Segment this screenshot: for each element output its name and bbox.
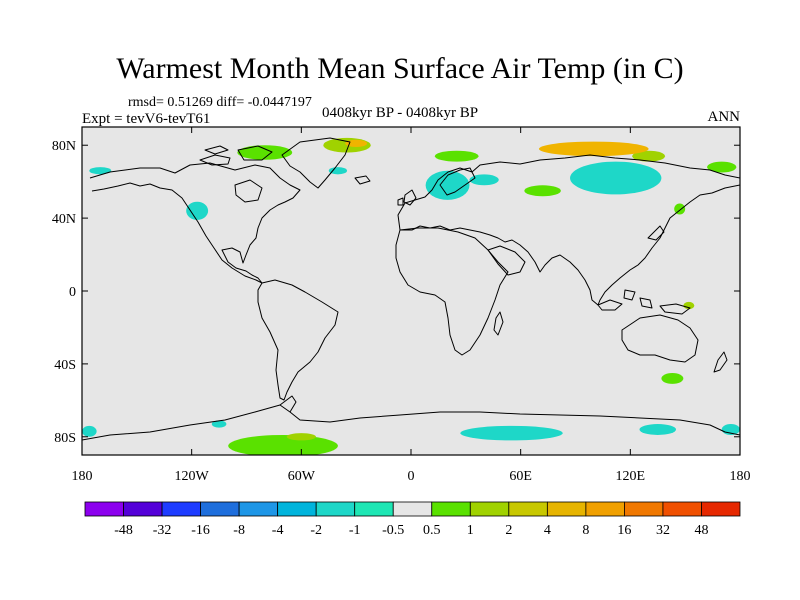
lat-label-4: 80S [54, 431, 76, 446]
colorbar-swatch-15 [662, 501, 702, 517]
season-label: ANN [707, 109, 741, 125]
coastline-eurasia [397, 154, 740, 306]
colorbar: -48 -32 -16 -8 -4 -2 -1 -0.5 0.5 1 2 4 8 16 32 48 [84, 501, 741, 538]
colorbar-label-5: -2 [310, 523, 322, 538]
anomaly-patch-22 [82, 425, 97, 437]
experiment-label: Expt = tevV6-tevT61 [82, 111, 211, 127]
colorbar-label-10: 2 [505, 523, 512, 538]
colorbar-label-11: 4 [544, 523, 551, 538]
colorbar-label-15: 48 [694, 523, 708, 538]
colorbar-swatch-12 [546, 501, 587, 517]
map-axes: 80N 40N 0 40S 80S 180 120W 60W 0 60E 120E 180 [52, 127, 751, 484]
coastline-south-america [257, 279, 339, 401]
anomaly-patch-11 [707, 161, 737, 173]
lat-label-0: 80N [52, 139, 76, 154]
colorbar-label-3: -8 [233, 523, 245, 538]
coastline-new-zealand [713, 351, 728, 373]
lat-label-3: 40S [54, 358, 76, 373]
coastline-arabia [487, 245, 526, 276]
colorbar-swatch-10 [469, 501, 510, 517]
coastline-se-asia-islands [597, 289, 691, 315]
colorbar-label-4: -4 [272, 523, 284, 538]
anomaly-patch-8 [237, 145, 293, 160]
coastline-antarctic-peninsula [279, 395, 297, 413]
period-label: 0408kyr BP - 0408kyr BP [322, 105, 479, 121]
coastline-iceland [354, 175, 371, 185]
coastline-madagascar [493, 311, 504, 336]
coastline-greenland [281, 137, 351, 189]
coastline-japan [647, 225, 665, 241]
colorbar-swatch-8 [392, 501, 433, 517]
colorbar-swatch-6 [315, 501, 356, 517]
colorbar-swatch-9 [431, 501, 471, 517]
colorbar-label-13: 16 [617, 523, 631, 538]
anomaly-patch-17 [228, 434, 338, 455]
lon-label-4: 60E [509, 469, 532, 484]
anomaly-patch-14 [661, 373, 684, 384]
lat-label-1: 40N [52, 212, 76, 227]
lon-label-5: 120E [616, 469, 646, 484]
colorbar-swatch-2 [161, 501, 201, 517]
anomaly-patch-18 [286, 433, 316, 441]
coastline-hudson-bay [234, 179, 263, 203]
colorbar-label-7: -0.5 [382, 523, 404, 538]
coastline-north-america [89, 162, 301, 284]
lon-label-3: 0 [408, 469, 415, 484]
anomaly-patch-0 [632, 150, 666, 162]
anomaly-patch-9 [186, 201, 209, 220]
anomaly-patch-20 [639, 424, 677, 435]
colorbar-label-12: 8 [582, 523, 589, 538]
anomaly-patch-10 [328, 167, 348, 175]
coastline-scandinavia [439, 167, 476, 196]
colorbar-label-8: 0.5 [423, 523, 441, 538]
lon-label-1: 120W [175, 469, 210, 484]
coastline-arctic-islands [199, 145, 273, 166]
colorbar-swatch-16 [701, 501, 741, 517]
anomaly-patch-13 [469, 174, 499, 186]
colorbar-swatch-4 [238, 501, 279, 517]
anomaly-patch-12 [89, 167, 112, 175]
lon-label-2: 60W [288, 469, 316, 484]
anomaly-patch-23 [211, 420, 227, 428]
colorbar-label-6: -1 [349, 523, 361, 538]
anomaly-patch-4 [425, 170, 470, 200]
colorbar-swatch-0 [84, 501, 124, 517]
stats-text: rmsd= 0.51269 diff= -0.0447197 [128, 95, 312, 110]
lat-label-2: 0 [69, 285, 76, 300]
colorbar-swatch-11 [508, 501, 548, 517]
colorbar-swatch-5 [277, 501, 317, 517]
coastline-africa [395, 227, 509, 356]
anomaly-patch-1 [538, 141, 649, 157]
colorbar-swatch-13 [585, 501, 625, 517]
coastline-australia [621, 314, 699, 363]
map-title: Warmest Month Mean Surface Air Temp (in … [116, 52, 684, 85]
lon-label-0: 180 [72, 469, 93, 484]
anomaly-patch-2 [570, 161, 662, 195]
anomaly-patch-5 [434, 150, 479, 162]
anomaly-patch-16 [674, 203, 686, 215]
anomaly-layer [82, 137, 740, 455]
coastlines [82, 137, 740, 441]
colorbar-swatch-3 [200, 501, 240, 517]
lon-label-6: 180 [730, 469, 751, 484]
anomaly-patch-7 [345, 139, 368, 148]
coastline-british-isles [397, 189, 417, 206]
colorbar-swatch-1 [123, 501, 163, 517]
colorbar-swatch-7 [354, 501, 394, 517]
colorbar-label-0: -48 [114, 523, 133, 538]
colorbar-swatch-14 [624, 501, 664, 517]
colorbar-label-1: -32 [153, 523, 172, 538]
coastline-antarctica [82, 404, 740, 441]
anomaly-patch-3 [524, 185, 561, 197]
colorbar-label-9: 1 [467, 523, 474, 538]
anomaly-patch-19 [460, 425, 563, 441]
colorbar-label-14: 32 [656, 523, 670, 538]
colorbar-label-2: -16 [191, 523, 210, 538]
